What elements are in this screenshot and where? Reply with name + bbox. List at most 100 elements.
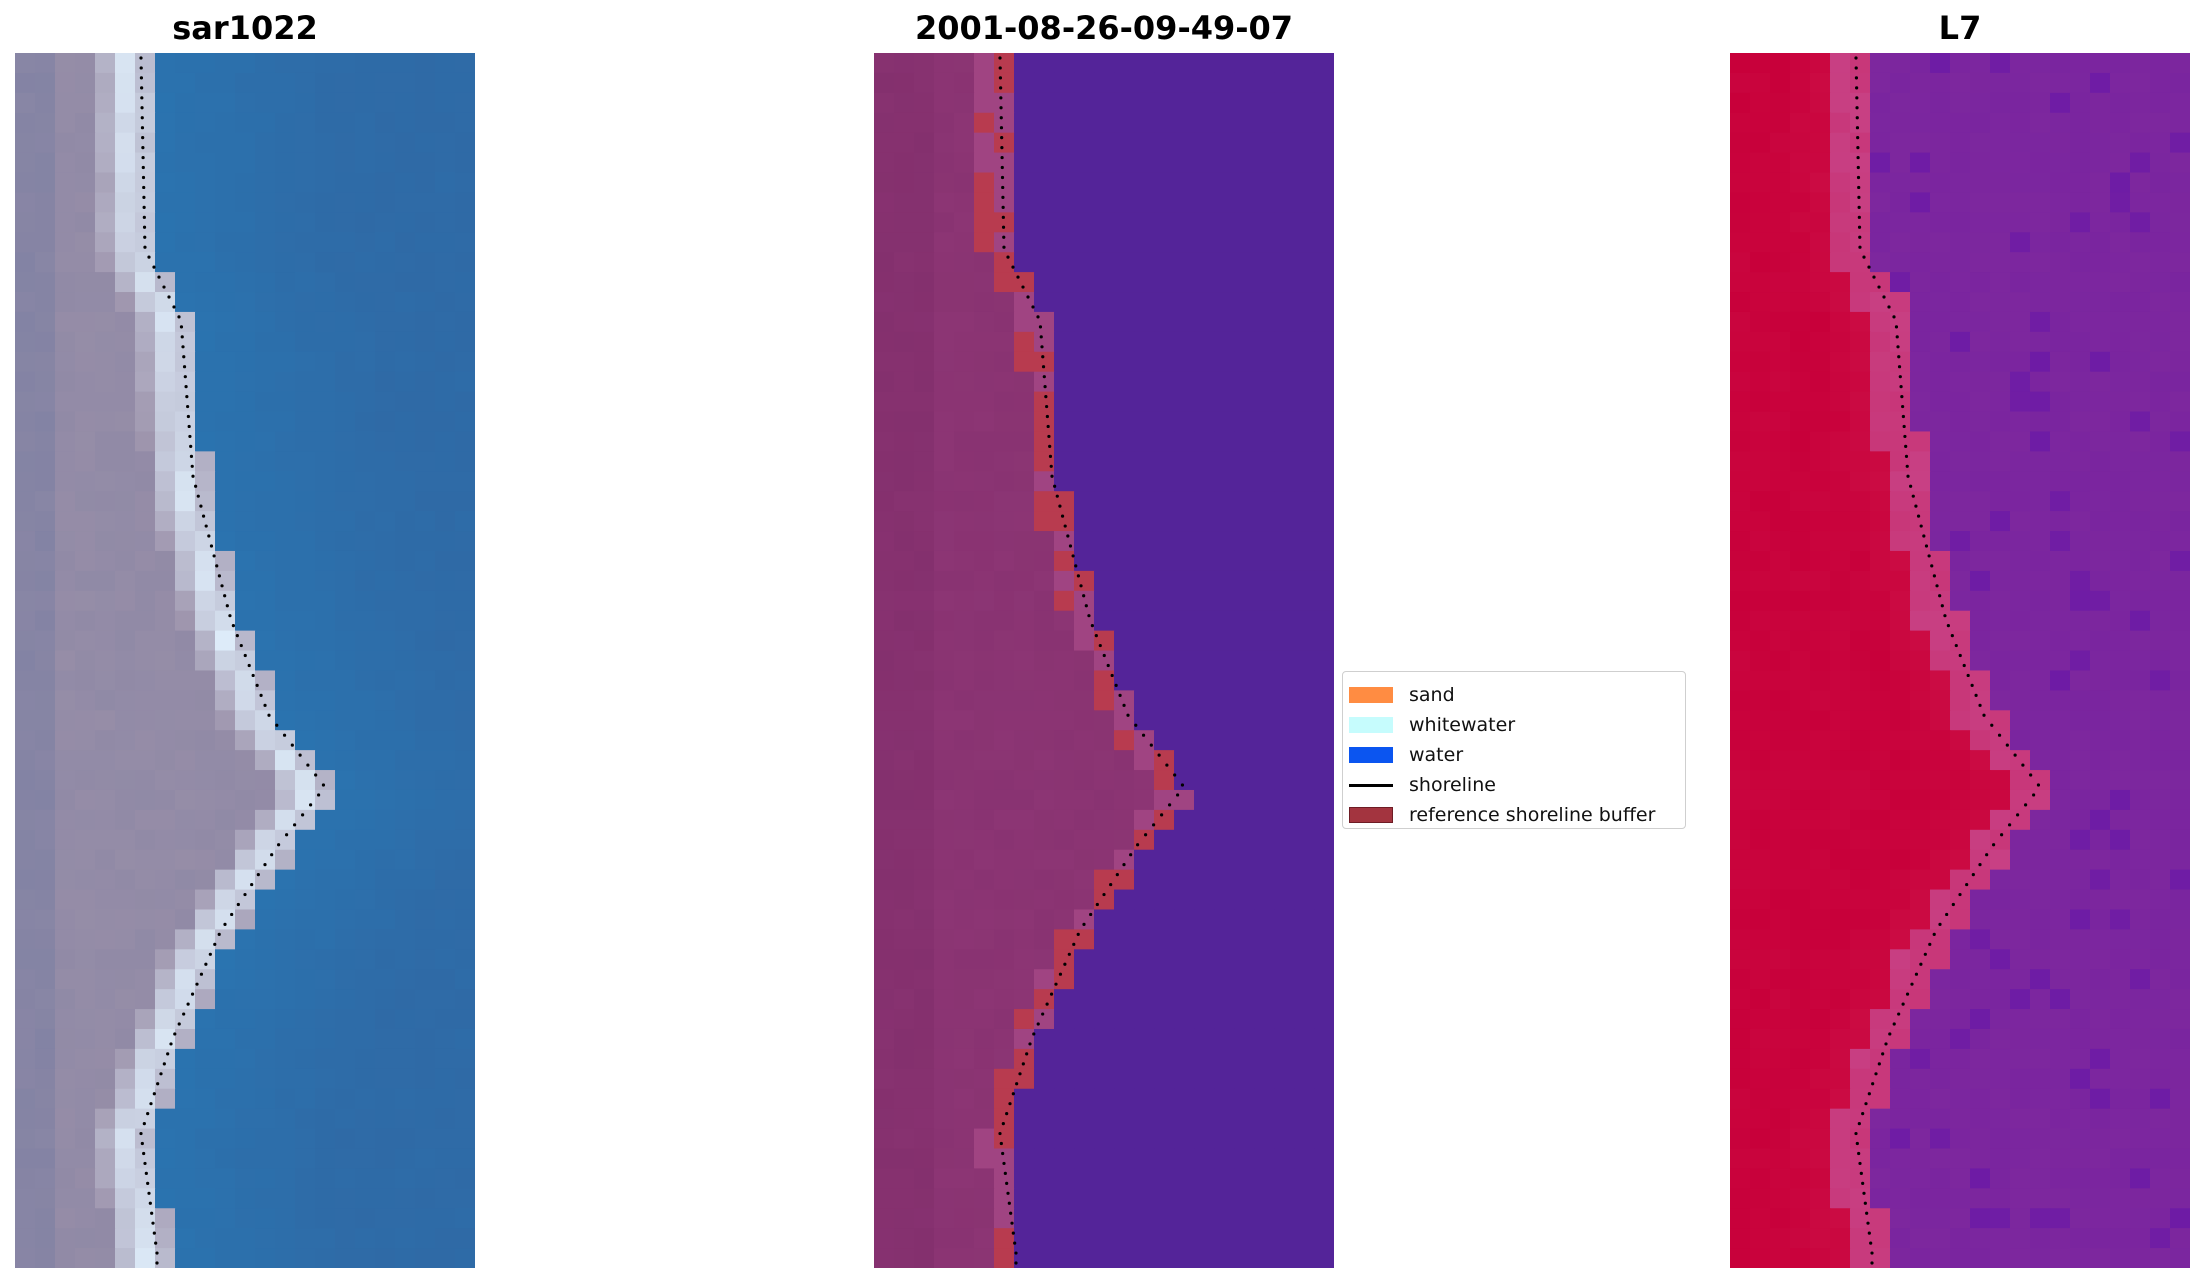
pixel-cell: [195, 1208, 216, 1229]
pixel-cell: [2150, 929, 2171, 950]
pixel-cell: [1174, 491, 1195, 512]
pixel-cell: [914, 590, 935, 612]
shoreline-dot: [189, 444, 193, 448]
pixel-cell: [2070, 451, 2091, 472]
pixel-cell: [1194, 152, 1215, 174]
pixel-cell: [195, 272, 216, 293]
shoreline-dot: [1954, 643, 1958, 648]
pixel-cell: [1274, 869, 1295, 891]
pixel-cell: [1830, 1248, 1851, 1268]
pixel-cell: [1074, 391, 1095, 413]
pixel-cell: [994, 391, 1015, 413]
shoreline-dot: [1861, 1181, 1865, 1185]
pixel-cell: [415, 789, 436, 811]
pixel-cell: [1770, 531, 1791, 552]
pixel-cell: [1114, 630, 1135, 652]
shoreline-dot: [1025, 1052, 1029, 1056]
pixel-cell: [1930, 650, 1951, 672]
pixel-cell: [375, 829, 396, 851]
pixel-cell: [2050, 1009, 2071, 1030]
pixel-cell: [1254, 909, 1275, 930]
pixel-cell: [75, 232, 96, 253]
pixel-cell: [1870, 570, 1891, 592]
shoreline-dot: [152, 265, 156, 269]
pixel-cell: [455, 411, 475, 433]
pixel-cell: [1074, 192, 1095, 213]
pixel-cell: [95, 550, 116, 572]
pixel-cell: [2130, 1148, 2151, 1170]
pixel-cell: [1830, 451, 1851, 472]
pixel-cell: [135, 1248, 156, 1268]
pixel-cell: [115, 550, 136, 572]
pixel-cell: [15, 750, 36, 771]
pixel-cell: [1134, 1068, 1155, 1090]
pixel-cell: [1194, 172, 1215, 194]
pixel-cell: [1294, 351, 1315, 373]
pixel-cell: [914, 570, 935, 592]
pixel-cell: [375, 311, 396, 333]
pixel-cell: [1314, 650, 1334, 672]
pixel-cell: [235, 471, 256, 492]
pixel-cell: [175, 1108, 196, 1130]
pixel-cell: [1890, 550, 1911, 572]
pixel-cell: [415, 192, 436, 213]
pixel-cell: [1790, 72, 1811, 94]
shoreline-dot: [1009, 1211, 1013, 1215]
pixel-cell: [1790, 1188, 1811, 1209]
pixel-cell: [1850, 750, 1871, 771]
pixel-cell: [2070, 311, 2091, 333]
pixel-cell: [355, 411, 376, 433]
pixel-cell: [175, 869, 196, 891]
pixel-cell: [934, 829, 955, 851]
pixel-cell: [1214, 1009, 1235, 1030]
pixel-cell: [55, 212, 76, 233]
pixel-cell: [1870, 172, 1891, 194]
pixel-cell: [1950, 411, 1971, 433]
pixel-cell: [1930, 112, 1951, 134]
shoreline-dot: [1958, 653, 1962, 658]
pixel-cell: [1730, 650, 1751, 672]
pixel-cell: [1054, 1228, 1075, 1249]
pixel-cell: [1950, 212, 1971, 233]
pixel-cell: [1234, 531, 1255, 552]
pixel-cell: [1154, 491, 1175, 512]
pixel-cell: [95, 72, 116, 94]
pixel-cell: [1810, 1148, 1831, 1170]
pixel-cell: [1790, 491, 1811, 512]
pixel-cell: [1034, 232, 1055, 253]
pixel-cell: [1074, 650, 1095, 672]
pixel-cell: [1810, 232, 1831, 253]
pixel-cell: [295, 311, 316, 333]
pixel-cell: [914, 311, 935, 333]
pixel-cell: [2070, 1108, 2091, 1130]
pixel-cell: [1950, 1248, 1971, 1268]
pixel-cell: [175, 391, 196, 413]
pixel-cell: [2070, 371, 2091, 393]
pixel-cell: [15, 1148, 36, 1170]
shoreline-dot: [208, 952, 212, 956]
pixel-cell: [2050, 531, 2071, 552]
pixel-cell: [2090, 411, 2111, 433]
pixel-cell: [1194, 1108, 1215, 1130]
pixel-cell: [135, 869, 156, 891]
pixel-cell: [315, 351, 336, 373]
pixel-cell: [2070, 1248, 2091, 1268]
pixel-cell: [115, 590, 136, 612]
pixel-cell: [1314, 889, 1334, 911]
pixel-cell: [1910, 252, 1931, 273]
pixel-cell: [874, 272, 895, 293]
pixel-cell: [295, 351, 316, 373]
pixel-cell: [1274, 550, 1295, 572]
pixel-cell: [2170, 72, 2190, 94]
pixel-cell: [1254, 750, 1275, 771]
pixel-cell: [1810, 770, 1831, 791]
pixel-cell: [15, 391, 36, 413]
pixel-cell: [1770, 550, 1791, 572]
pixel-cell: [1810, 92, 1831, 114]
pixel-cell: [1034, 1248, 1055, 1268]
pixel-cell: [2170, 1228, 2190, 1249]
pixel-cell: [1274, 1028, 1295, 1050]
pixel-cell: [315, 909, 336, 930]
pixel-cell: [115, 789, 136, 811]
pixel-cell: [1134, 550, 1155, 572]
